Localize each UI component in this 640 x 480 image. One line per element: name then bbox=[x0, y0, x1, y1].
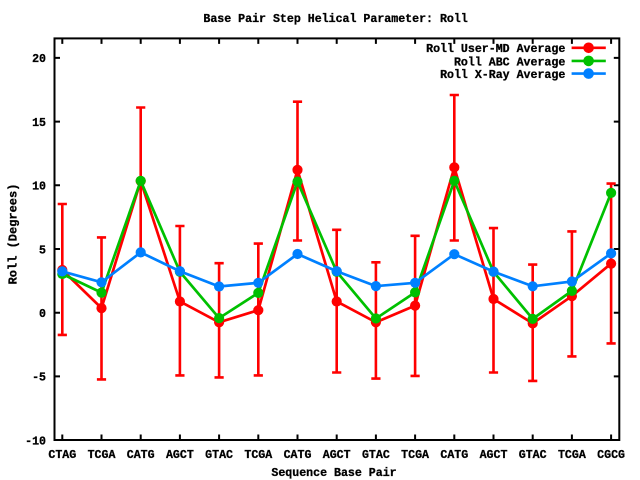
svg-text:AGCT: AGCT bbox=[166, 449, 194, 462]
svg-text:Roll ABC Average: Roll ABC Average bbox=[454, 56, 565, 69]
svg-text:5: 5 bbox=[39, 244, 46, 257]
svg-text:GTAC: GTAC bbox=[362, 449, 390, 462]
svg-text:CATG: CATG bbox=[440, 449, 468, 462]
svg-text:AGCT: AGCT bbox=[323, 449, 351, 462]
svg-text:-5: -5 bbox=[32, 372, 46, 385]
svg-text:TCGA: TCGA bbox=[558, 449, 586, 462]
svg-text:15: 15 bbox=[32, 117, 46, 130]
svg-text:Sequence Base Pair: Sequence Base Pair bbox=[271, 467, 396, 480]
svg-text:TCGA: TCGA bbox=[401, 449, 429, 462]
svg-text:CTAG: CTAG bbox=[48, 449, 76, 462]
svg-text:TCGA: TCGA bbox=[88, 449, 116, 462]
svg-text:CGCG: CGCG bbox=[597, 449, 625, 462]
svg-text:20: 20 bbox=[32, 53, 46, 66]
svg-text:Roll X-Ray Average: Roll X-Ray Average bbox=[440, 69, 565, 82]
svg-text:GTAC: GTAC bbox=[519, 449, 547, 462]
svg-text:0: 0 bbox=[39, 308, 46, 321]
svg-text:Base Pair Step Helical Paramet: Base Pair Step Helical Parameter: Roll bbox=[203, 13, 467, 26]
svg-text:Roll User-MD Average: Roll User-MD Average bbox=[426, 43, 565, 56]
svg-text:TCGA: TCGA bbox=[244, 449, 272, 462]
svg-text:10: 10 bbox=[32, 181, 46, 194]
svg-text:CATG: CATG bbox=[127, 449, 155, 462]
svg-text:-10: -10 bbox=[25, 435, 46, 448]
svg-text:CATG: CATG bbox=[284, 449, 312, 462]
svg-text:AGCT: AGCT bbox=[480, 449, 508, 462]
svg-text:GTAC: GTAC bbox=[205, 449, 233, 462]
svg-text:Roll (Degrees): Roll (Degrees) bbox=[7, 184, 21, 285]
